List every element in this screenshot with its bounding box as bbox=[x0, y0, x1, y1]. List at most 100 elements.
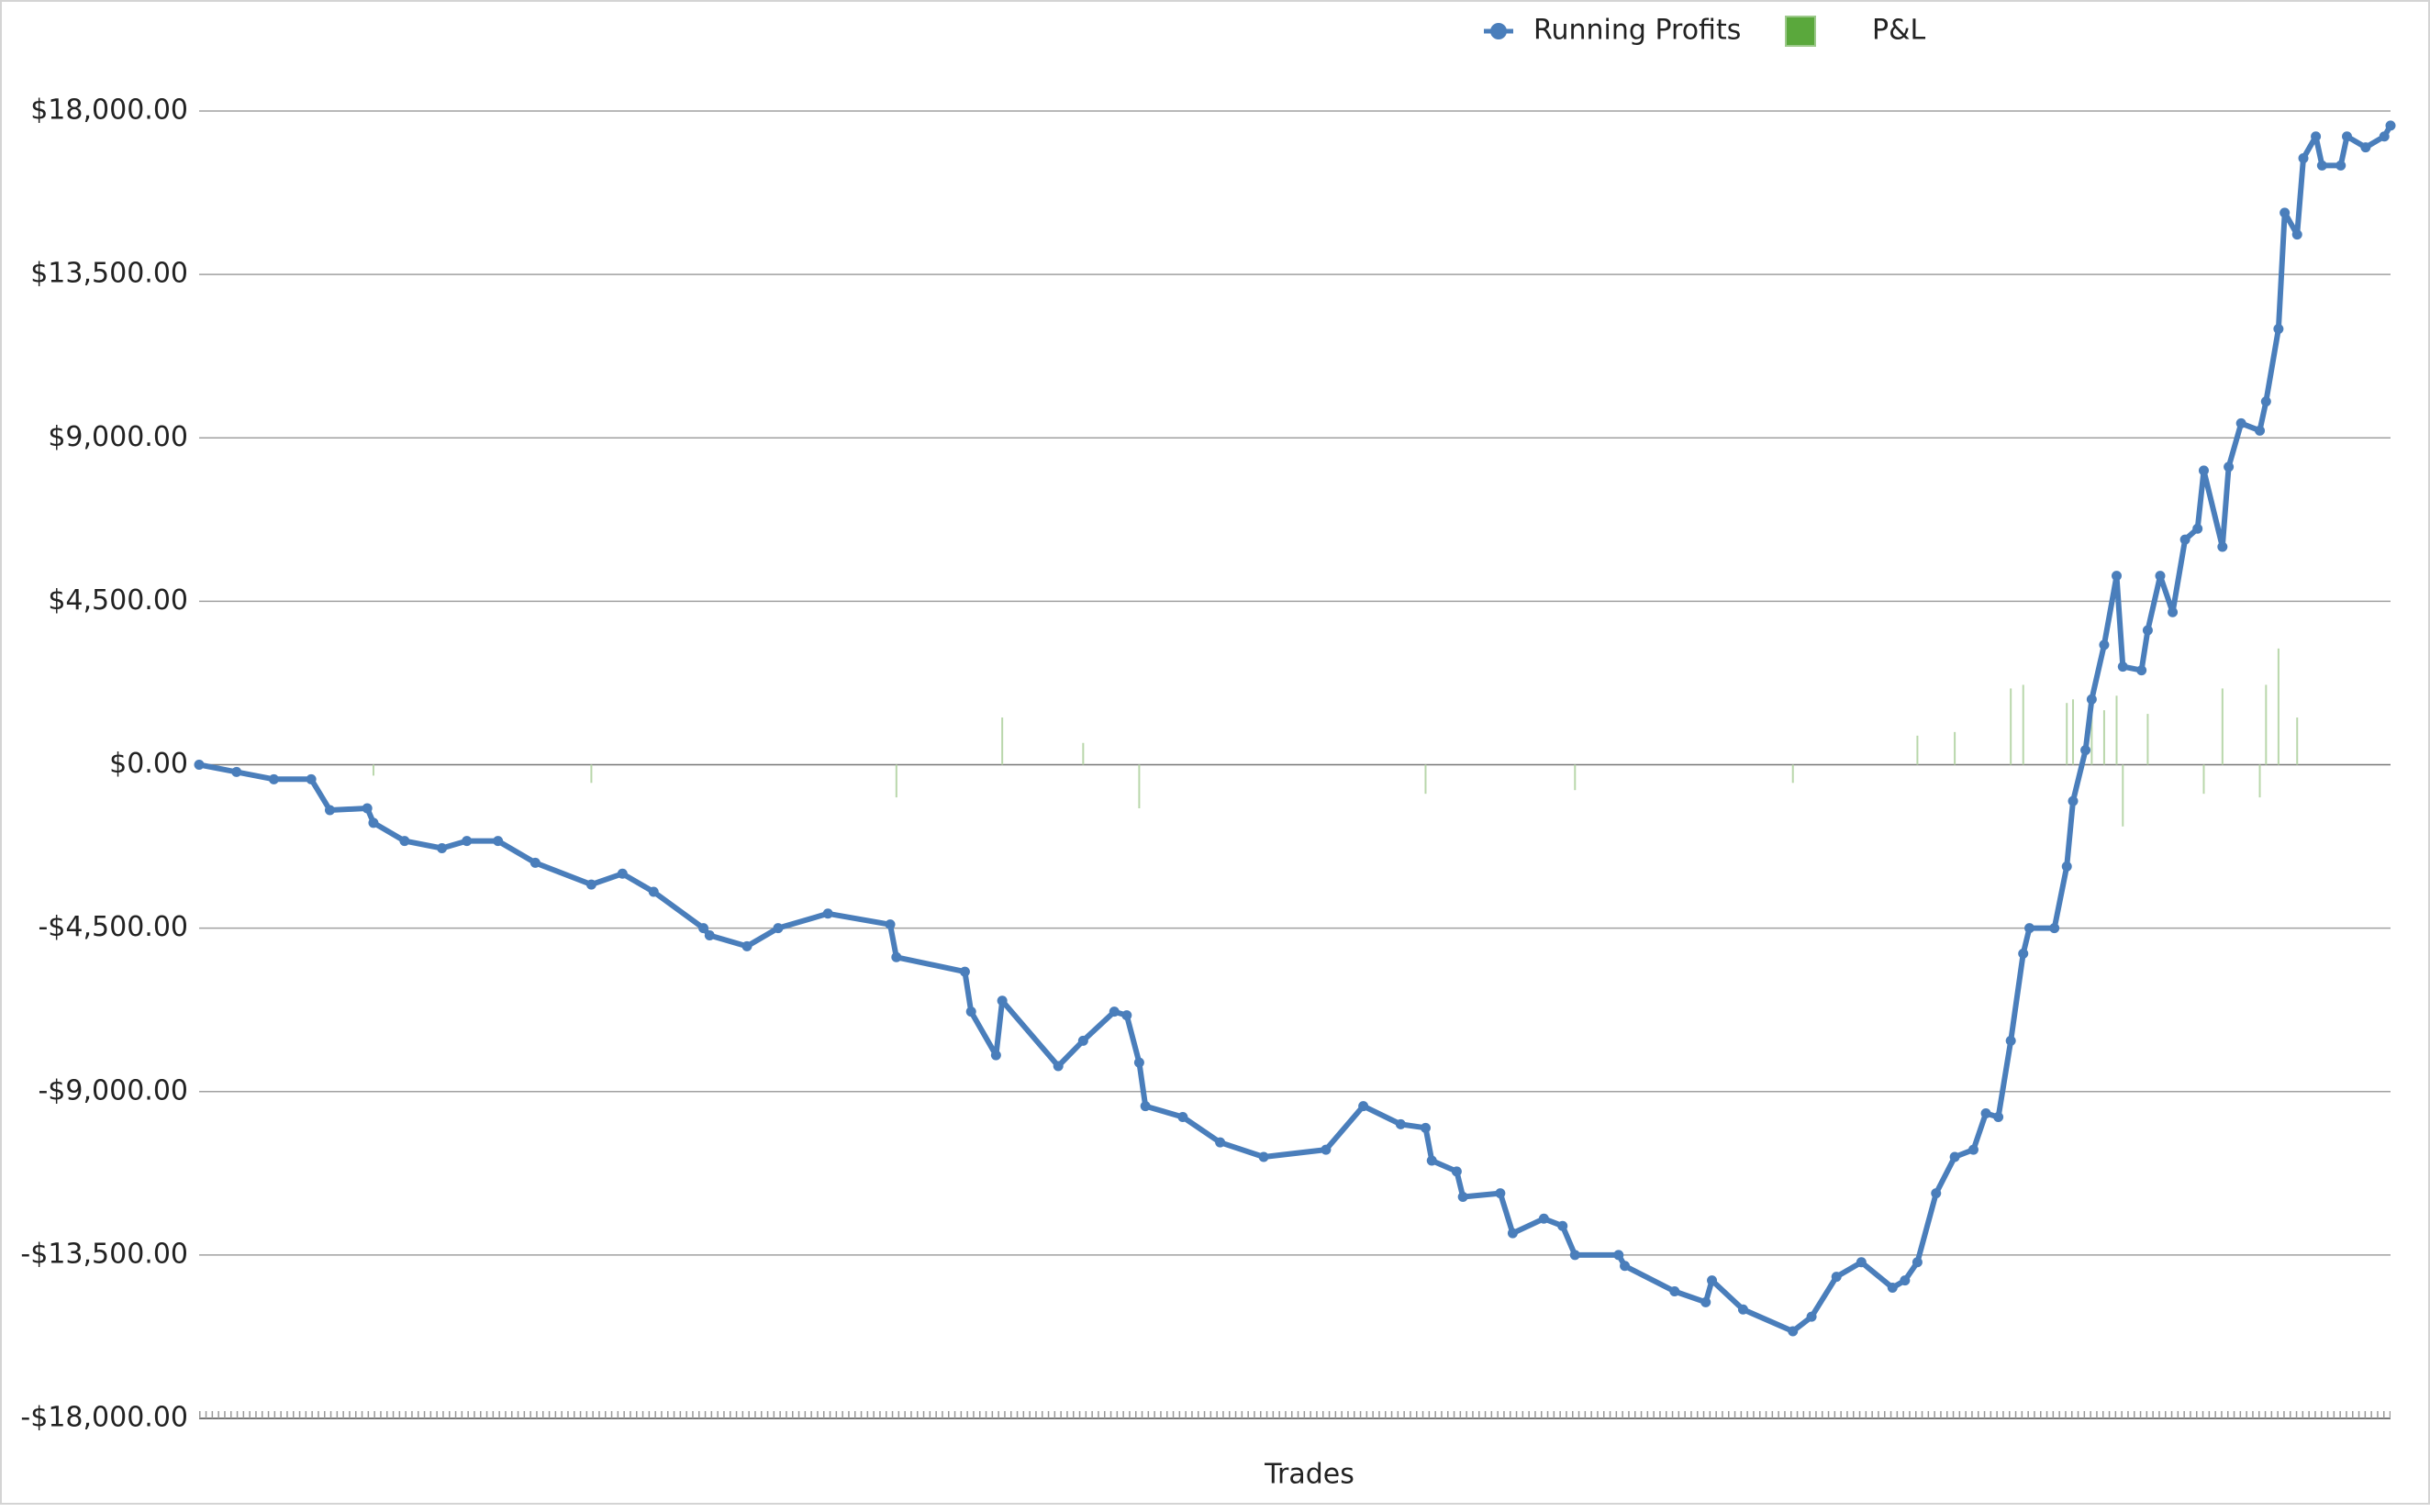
point bbox=[2198, 465, 2209, 476]
point bbox=[1993, 1111, 2004, 1122]
point bbox=[2342, 131, 2353, 142]
point bbox=[1967, 1144, 1979, 1155]
pnl-bar bbox=[1424, 764, 1427, 795]
point bbox=[437, 843, 448, 854]
point bbox=[1358, 1101, 1369, 1112]
point bbox=[1177, 1111, 1188, 1122]
point bbox=[2224, 461, 2235, 472]
pnl-bar bbox=[1082, 742, 1085, 765]
point bbox=[2049, 923, 2060, 934]
pnl-bar bbox=[2122, 764, 2124, 827]
point bbox=[1507, 1228, 1518, 1239]
legend-swatch bbox=[1490, 23, 1507, 39]
point bbox=[306, 773, 317, 784]
point bbox=[1669, 1285, 1680, 1296]
point bbox=[1451, 1166, 1462, 1177]
point bbox=[1457, 1192, 1468, 1203]
point bbox=[885, 919, 896, 930]
pnl-bar bbox=[2090, 714, 2093, 765]
point bbox=[2192, 523, 2203, 534]
point bbox=[2136, 665, 2147, 676]
point bbox=[965, 1006, 976, 1017]
point bbox=[997, 995, 1008, 1006]
pnl-bar bbox=[2072, 699, 2075, 765]
point bbox=[2155, 571, 2166, 582]
pnl-bar bbox=[2296, 717, 2299, 765]
point bbox=[1495, 1188, 1506, 1199]
point bbox=[1426, 1155, 1437, 1166]
point bbox=[773, 923, 784, 934]
point bbox=[2280, 207, 2291, 218]
pnl-bar bbox=[1574, 764, 1577, 791]
point bbox=[2024, 923, 2035, 934]
y-tick-label: $18,000.00 bbox=[30, 94, 188, 127]
point bbox=[2142, 625, 2153, 636]
pnl-bar bbox=[2115, 695, 2118, 765]
point bbox=[1707, 1275, 1718, 1286]
point bbox=[2005, 1035, 2016, 1046]
pnl-bar bbox=[2221, 688, 2224, 765]
point bbox=[959, 966, 970, 977]
point bbox=[1557, 1220, 1568, 1231]
point bbox=[1788, 1326, 1799, 1337]
point bbox=[324, 805, 335, 816]
point bbox=[1806, 1311, 1817, 1322]
point bbox=[493, 836, 504, 847]
point bbox=[2117, 662, 2128, 673]
point bbox=[1258, 1151, 1269, 1162]
point bbox=[2335, 160, 2346, 171]
pnl-bar bbox=[2202, 764, 2205, 795]
y-tick-label: -$13,500.00 bbox=[20, 1238, 188, 1270]
point bbox=[1831, 1272, 1842, 1283]
legend-label: Running Profits bbox=[1533, 15, 1741, 47]
point bbox=[2385, 120, 2396, 131]
point bbox=[1569, 1250, 1580, 1261]
point bbox=[2273, 324, 2284, 334]
point bbox=[2168, 606, 2179, 617]
point bbox=[990, 1050, 1001, 1061]
point bbox=[2018, 948, 2029, 959]
pnl-bar bbox=[1001, 717, 1004, 765]
point bbox=[2179, 534, 2190, 545]
point bbox=[2086, 694, 2097, 705]
point bbox=[1109, 1006, 1120, 1017]
point bbox=[368, 817, 379, 828]
pnl-bar bbox=[1916, 735, 1919, 765]
point bbox=[529, 857, 541, 868]
y-tick-label: $9,000.00 bbox=[48, 421, 188, 453]
point bbox=[891, 951, 902, 962]
point bbox=[1737, 1304, 1748, 1315]
point bbox=[1140, 1101, 1151, 1112]
point bbox=[1613, 1250, 1624, 1261]
point bbox=[1700, 1296, 1711, 1307]
pnl-bar bbox=[895, 764, 897, 798]
point bbox=[2235, 417, 2246, 428]
point bbox=[1121, 1010, 1132, 1021]
point bbox=[1856, 1257, 1867, 1268]
point bbox=[2311, 131, 2322, 142]
point bbox=[2217, 541, 2228, 552]
legend-swatch bbox=[1785, 16, 1816, 47]
pnl-bar bbox=[2102, 710, 2105, 765]
pnl-bar bbox=[372, 764, 374, 776]
point bbox=[2112, 571, 2122, 582]
point bbox=[2255, 425, 2266, 436]
point bbox=[1949, 1151, 1960, 1162]
pnl-bar bbox=[2066, 703, 2068, 765]
point bbox=[1215, 1137, 1226, 1148]
point bbox=[2099, 639, 2110, 650]
pnl-bar bbox=[1954, 731, 1956, 765]
point bbox=[585, 879, 596, 890]
point bbox=[2360, 142, 2371, 153]
point bbox=[698, 923, 709, 934]
point bbox=[2298, 152, 2309, 163]
point bbox=[1931, 1188, 1942, 1199]
point bbox=[2080, 745, 2091, 756]
point bbox=[648, 886, 659, 897]
point bbox=[1420, 1122, 1431, 1133]
point bbox=[1321, 1144, 1332, 1155]
point bbox=[2379, 131, 2390, 142]
x-axis-label: Trades bbox=[1264, 1459, 1354, 1491]
